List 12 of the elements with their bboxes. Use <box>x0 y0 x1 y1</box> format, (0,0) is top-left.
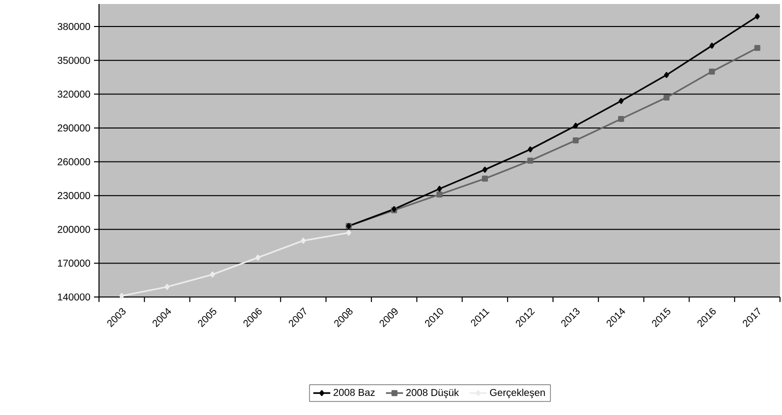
legend-label: 2008 Düşük <box>406 388 459 398</box>
legend-label: Gerçekleşen <box>490 388 545 398</box>
y-tick-label: 290000 <box>58 124 90 132</box>
y-tick-label: 170000 <box>58 260 90 267</box>
y-tick-label: 200000 <box>58 226 90 233</box>
y-tick-label: 380000 <box>58 23 90 30</box>
y-tick-label: 320000 <box>58 90 90 98</box>
y-tick-label: 350000 <box>58 56 90 64</box>
y-tick-label: 140000 <box>58 293 90 301</box>
legend-label: 2008 Baz <box>334 388 375 396</box>
y-tick-label: 230000 <box>58 192 90 200</box>
y-tick-label: 260000 <box>58 158 90 166</box>
